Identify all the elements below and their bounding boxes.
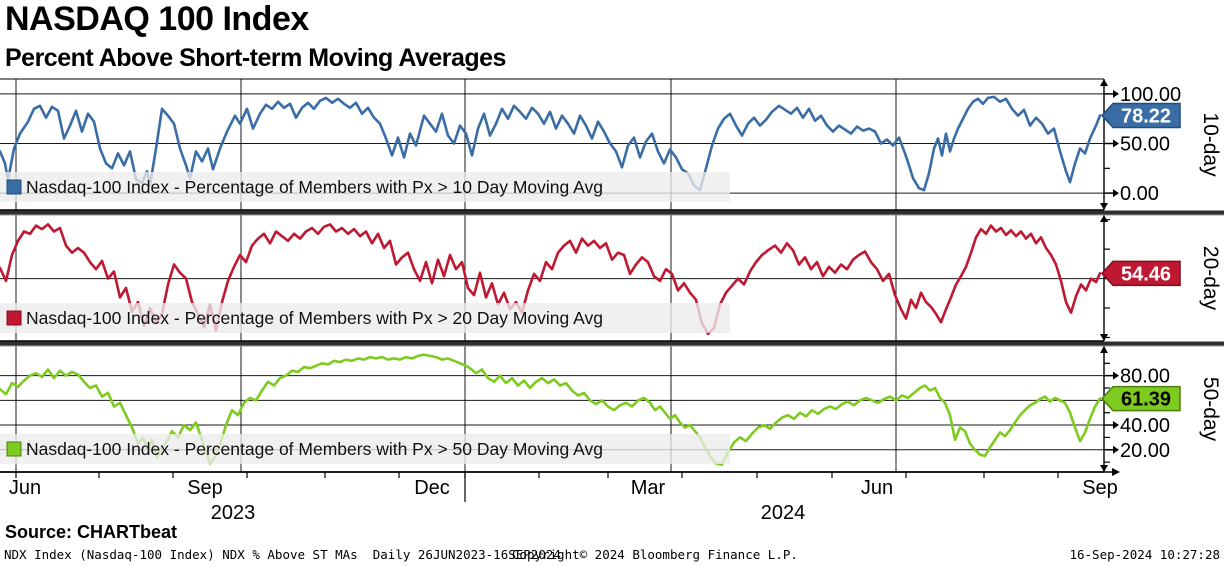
footer-security-info: NDX Index (Nasdaq-100 Index) NDX % Above…	[4, 547, 561, 562]
x-month-label: Sep	[1082, 477, 1118, 499]
last-value-label: 61.39	[1121, 389, 1171, 411]
axis-arrow-down-icon	[1100, 203, 1108, 210]
x-month-label: Jun	[861, 477, 893, 499]
panel-side-label: 50-day	[1199, 377, 1222, 442]
panel-separator	[0, 341, 1224, 346]
legend-strip	[0, 303, 730, 333]
legend-swatch	[6, 179, 22, 195]
y-tick-arrow-icon	[1113, 421, 1119, 430]
y-tick-label: 100.00	[1120, 84, 1181, 106]
axis-arrow-up-icon	[1100, 215, 1108, 222]
y-tick-arrow-icon	[1113, 139, 1119, 148]
series-line-20-day	[0, 223, 1102, 336]
series-line-50-day	[0, 353, 1102, 466]
x-axis-arrow-icon	[1112, 468, 1120, 476]
legend-label: Nasdaq-100 Index - Percentage of Members…	[26, 308, 603, 328]
axis-arrow-up-icon	[1100, 346, 1108, 353]
y-tick-label: 80.00	[1120, 366, 1170, 388]
chart-area: Nasdaq-100 Index - Percentage of Members…	[0, 78, 1224, 525]
last-value-label: 78.22	[1121, 106, 1171, 128]
last-value-label: 54.46	[1121, 263, 1171, 285]
last-value-tag	[1100, 260, 1181, 287]
source-line: Source: CHARTbeat	[5, 522, 178, 542]
last-value-tag	[1100, 385, 1181, 412]
series-line-10-day	[0, 95, 1102, 192]
x-month-label: Dec	[414, 477, 450, 499]
axis-arrow-up-icon	[1100, 79, 1108, 86]
y-tick-label: 40.00	[1120, 415, 1170, 437]
y-tick-label: 0.00	[1120, 183, 1159, 205]
x-month-label: Sep	[187, 477, 223, 499]
last-value-tag	[1100, 102, 1181, 129]
x-year-label: 2024	[761, 502, 806, 524]
footer-timestamp: 16-Sep-2024 10:27:28	[1069, 547, 1220, 562]
panel-separator	[0, 210, 1224, 215]
chart-plot-svg: Nasdaq-100 Index - Percentage of Members…	[0, 78, 1224, 524]
panel-side-label: 20-day	[1199, 246, 1222, 311]
y-tick-arrow-icon	[1113, 445, 1119, 454]
legend-label: Nasdaq-100 Index - Percentage of Members…	[26, 439, 603, 459]
legend-strip	[0, 434, 730, 464]
legend-swatch	[6, 441, 22, 457]
x-month-label: Mar	[631, 477, 666, 499]
page-subtitle: Percent Above Short-term Moving Averages	[5, 44, 506, 72]
panel-side-label: 10-day	[1199, 112, 1222, 177]
page-title: NASDAQ 100 Index	[5, 0, 309, 38]
legend-strip	[0, 172, 730, 202]
legend-swatch	[6, 310, 22, 326]
y-tick-arrow-icon	[1113, 189, 1119, 198]
footer-copyright: Copyright© 2024 Bloomberg Finance L.P.	[511, 547, 798, 562]
y-tick-arrow-icon	[1113, 371, 1119, 380]
y-tick-label: 50.00	[1120, 134, 1170, 156]
legend-label: Nasdaq-100 Index - Percentage of Members…	[26, 177, 603, 197]
x-month-label: Jun	[9, 477, 41, 499]
axis-arrow-down-icon	[1100, 465, 1108, 472]
y-tick-arrow-icon	[1113, 89, 1119, 98]
y-tick-label: 20.00	[1120, 440, 1170, 462]
x-year-label: 2023	[211, 502, 256, 524]
